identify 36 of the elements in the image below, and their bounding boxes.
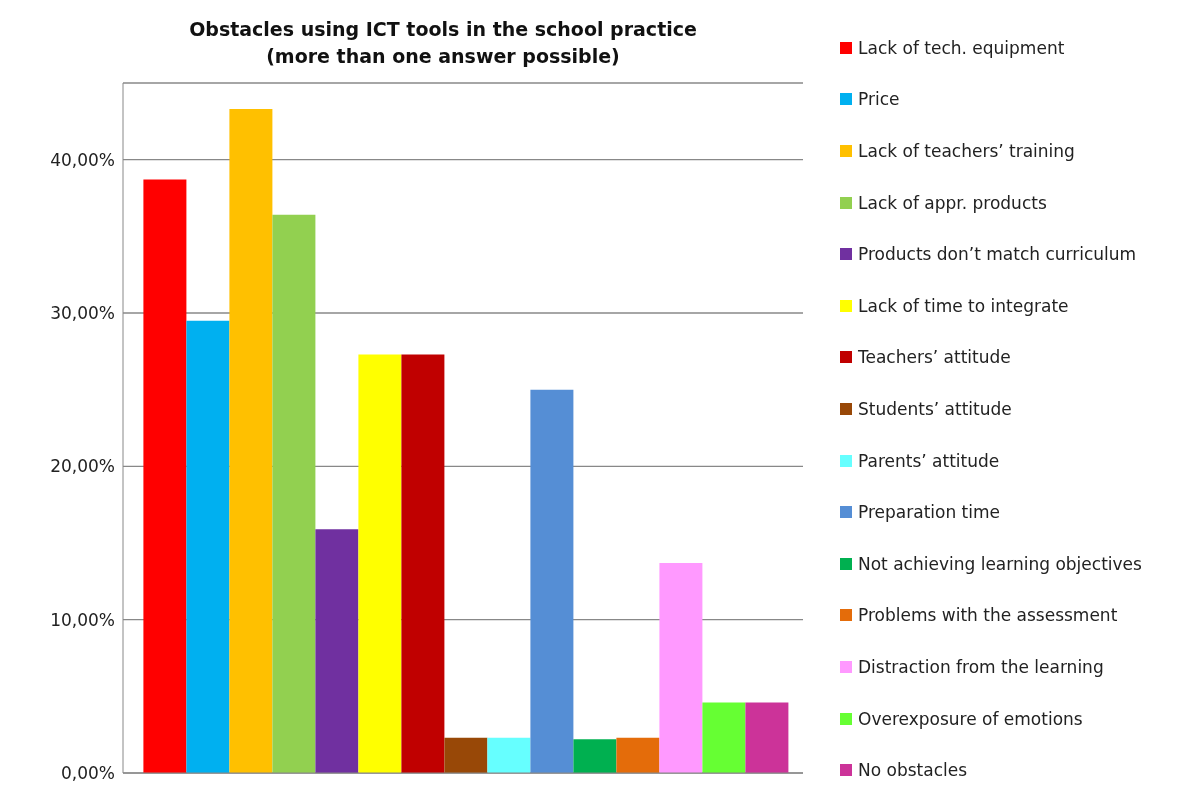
legend-label: Not achieving learning objectives [858, 553, 1142, 574]
y-tick-label: 30,00% [50, 303, 115, 324]
bar [401, 354, 445, 773]
legend-label: Lack of appr. products [858, 192, 1047, 213]
y-tick-label: 20,00% [50, 456, 115, 477]
bar [315, 529, 359, 773]
legend-label: Students’ attitude [858, 398, 1012, 419]
bar [487, 737, 531, 773]
bar [702, 702, 746, 773]
legend-label: Preparation time [858, 502, 1001, 523]
bar [659, 562, 703, 773]
bar [530, 389, 574, 773]
bar [616, 737, 660, 773]
bar [186, 320, 230, 773]
y-tick-label: 10,00% [50, 609, 115, 630]
legend-label: No obstacles [858, 760, 968, 781]
bar [745, 702, 789, 773]
legend-label: Distraction from the learning [858, 656, 1104, 677]
bar [272, 214, 316, 773]
legend-label: Problems with the assessment [858, 605, 1118, 626]
legend-label: Lack of tech. equipment [858, 37, 1065, 58]
legend-label: Overexposure of emotions [858, 708, 1083, 729]
bar [229, 109, 273, 773]
legend-label: Price [858, 89, 900, 110]
bar [143, 179, 187, 773]
legend-label: Teachers’ attitude [858, 347, 1011, 368]
bar [573, 739, 617, 773]
legend-label: Lack of teachers’ training [858, 140, 1075, 161]
bar [444, 737, 488, 773]
legend-label: Products don’t match curriculum [858, 244, 1137, 265]
y-tick-label: 0,00% [60, 763, 115, 784]
chart-title: Obstacles using ICT tools in the school practice (more than one answer possible) [188, 17, 698, 69]
legend-label: Lack of time to integrate [858, 295, 1069, 316]
bar [358, 354, 402, 773]
y-tick-label: 40,00% [50, 149, 115, 170]
legend-label: Parents’ attitude [858, 450, 1000, 471]
